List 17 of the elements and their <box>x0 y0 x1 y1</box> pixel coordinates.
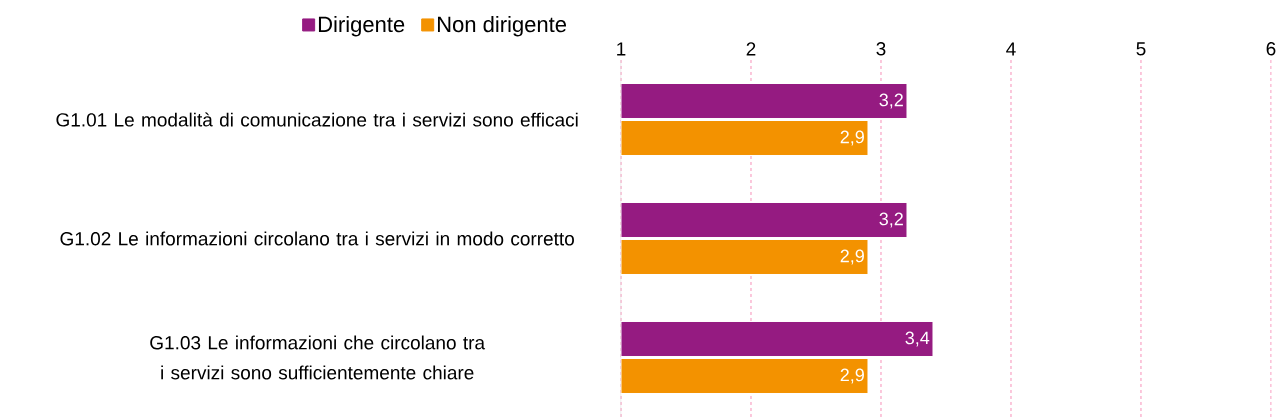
y-tick-label: G1.03 Le informazioni che circolano tra i servizi sono sufficientemente chiare <box>150 335 486 380</box>
data-label: 2,9 <box>840 130 864 146</box>
y-tick-label: G1.01 Le modalità di comunicazione tra i servizi sono efficaci <box>56 112 578 127</box>
legend-label: Dirigente <box>318 16 405 37</box>
x-tick-label: 2 <box>746 42 756 56</box>
y-tick-label: G1.02 Le informazioni circolano tra i servizi in modo corretto <box>60 231 574 246</box>
data-label: 3,4 <box>905 331 930 347</box>
legend-label: Non dirigente <box>438 16 567 37</box>
x-tick-label: 3 <box>876 42 886 56</box>
x-tick-label: 1 <box>617 42 626 56</box>
x-tick-label: 4 <box>1006 42 1016 56</box>
data-label: 2,9 <box>840 249 864 265</box>
data-label: 3,2 <box>879 93 903 109</box>
data-label: 2,9 <box>840 368 864 384</box>
x-tick-label: 5 <box>1136 42 1146 56</box>
data-label: 3,2 <box>879 212 903 228</box>
x-tick-label: 6 <box>1266 42 1276 56</box>
